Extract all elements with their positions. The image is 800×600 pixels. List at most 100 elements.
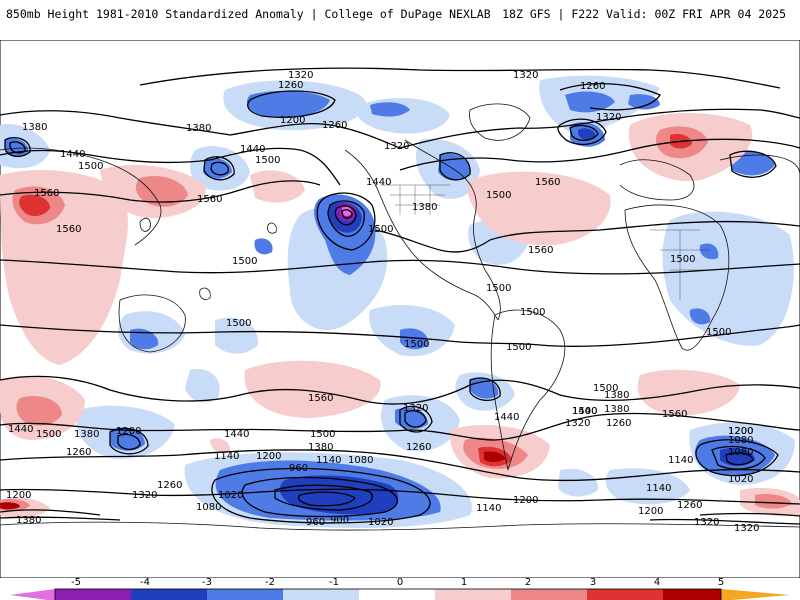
contour-label: 1500 [368,224,393,235]
contour-label: 1500 [404,339,429,350]
contour-label: 1380 [74,429,99,440]
contour-label: 1500 [36,429,61,440]
swatch-neg1 [283,589,359,600]
contour-label: 1080 [728,447,753,458]
anomaly-map: 1320 1320 1260 1260 1200 1260 1380 1380 … [0,40,800,578]
height-contours [0,67,800,525]
coastlines [0,103,800,531]
contour-label: 1200 [728,426,753,437]
contour-label: 1260 [278,80,303,91]
contour-label: 1140 [214,451,239,462]
contour-label: 1500 [310,429,335,440]
contour-label: 1200 [513,495,538,506]
contour-label: 1320 [384,141,409,152]
colorbar: -5 -4 -3 -2 -1 0 1 2 3 4 5 [10,577,790,600]
contour-label: 1080 [728,435,753,446]
contour-label: 1080 [196,502,221,513]
contour-label: 1200 [728,426,753,437]
contour-label: 1260 [66,447,91,458]
contour-label: 1200 [638,506,663,517]
contour-label: 1500 [78,161,103,172]
tick-label: 5 [718,577,724,588]
contour-label: 1320 [596,112,621,123]
contour-label: 1500 [706,327,731,338]
contour-label: 1380 [604,404,629,415]
swatch-pos4 [663,589,721,600]
contour-label: 1500 [226,318,251,329]
contour-label: 1320 [694,517,719,528]
tick-label: -5 [71,577,81,588]
contour-label: 1560 [528,245,553,256]
contour-label: 1140 [646,483,671,494]
contour-label: 1500 [593,383,618,394]
contour-label: 1260 [322,120,347,131]
contour-label: 1380 [186,123,211,134]
contour-label: 1440 [240,144,265,155]
contour-label: 1380 [308,442,333,453]
contour-label: 1440 [494,412,519,423]
tick-label: 0 [397,577,403,588]
contour-label-group: 1320 1320 1260 1260 1200 1260 1380 1380 … [6,70,759,534]
contour-label: 1140 [668,455,693,466]
swatch-pos1 [435,589,511,600]
contour-label: 1200 [280,115,305,126]
contour-label: 1380 [16,515,41,526]
contour-label: 1560 [535,177,560,188]
contour-label: 1320 [132,490,157,501]
contour-label: 1380 [412,202,437,213]
contour-label: 1440 [8,424,33,435]
contour-label: 1200 [116,426,141,437]
contour-label: 1020 [728,474,753,485]
contour-label: 1020 [218,490,243,501]
contour-label: 1320 [288,70,313,81]
contour-label: 1140 [316,455,341,466]
contour-label: 1500 [572,406,597,417]
contour-label: 1500 [520,307,545,318]
contour-label: 1200 [6,490,31,501]
contour-label: 1440 [224,429,249,440]
contour-label: 1320 [513,70,538,81]
contour-label: 1560 [56,224,81,235]
contour-label: 1080 [348,455,373,466]
political-borders [380,184,710,300]
tick-label: 1 [461,577,467,588]
swatch-neg3 [131,589,207,600]
contour-label: 1500 [486,190,511,201]
contour-label: 1140 [476,503,501,514]
contour-label: 1560 [308,393,333,404]
contour-label: 1440 [572,406,597,417]
contour-label: 1260 [606,418,631,429]
contour-label: 1260 [677,500,702,511]
swatch-pos2 [511,589,587,600]
tick-label: -1 [329,577,339,588]
colorbar-ticks: -5 -4 -3 -2 -1 0 1 2 3 4 5 [71,577,724,588]
swatch-pos5 [721,589,790,600]
tick-label: -3 [202,577,212,588]
contour-label: 960 [306,517,325,528]
contour-label: 1200 [256,451,281,462]
contour-label: 1500 [670,254,695,265]
contour-label: 1380 [22,122,47,133]
contour-label: 1500 [506,342,531,353]
contour-label: 1440 [366,177,391,188]
tick-label: 4 [654,577,660,588]
contour-label: 1260 [406,442,431,453]
tick-label: 2 [525,577,531,588]
contour-label: 1320 [565,418,590,429]
contour-label: 1320 [734,523,759,534]
colorbar-swatches [10,588,790,600]
contour-label: 1560 [34,188,59,199]
contour-label: 1260 [580,81,605,92]
contour-label: 1500 [232,256,257,267]
header: 850mb Height 1981-2010 Standardized Anom… [0,0,800,30]
contour-label: 900 [330,515,349,526]
swatch-neg2 [207,589,283,600]
contour-label: 1380 [604,390,629,401]
swatch-pos3 [587,589,663,600]
tick-label: -4 [140,577,150,588]
model-run-info: 18Z GFS | F222 Valid: 00Z FRI APR 04 202… [502,7,786,21]
tick-label: -2 [265,577,275,588]
contour-label: 960 [289,463,308,474]
contour-label: 1260 [157,480,182,491]
swatch-neg5 [10,589,55,600]
